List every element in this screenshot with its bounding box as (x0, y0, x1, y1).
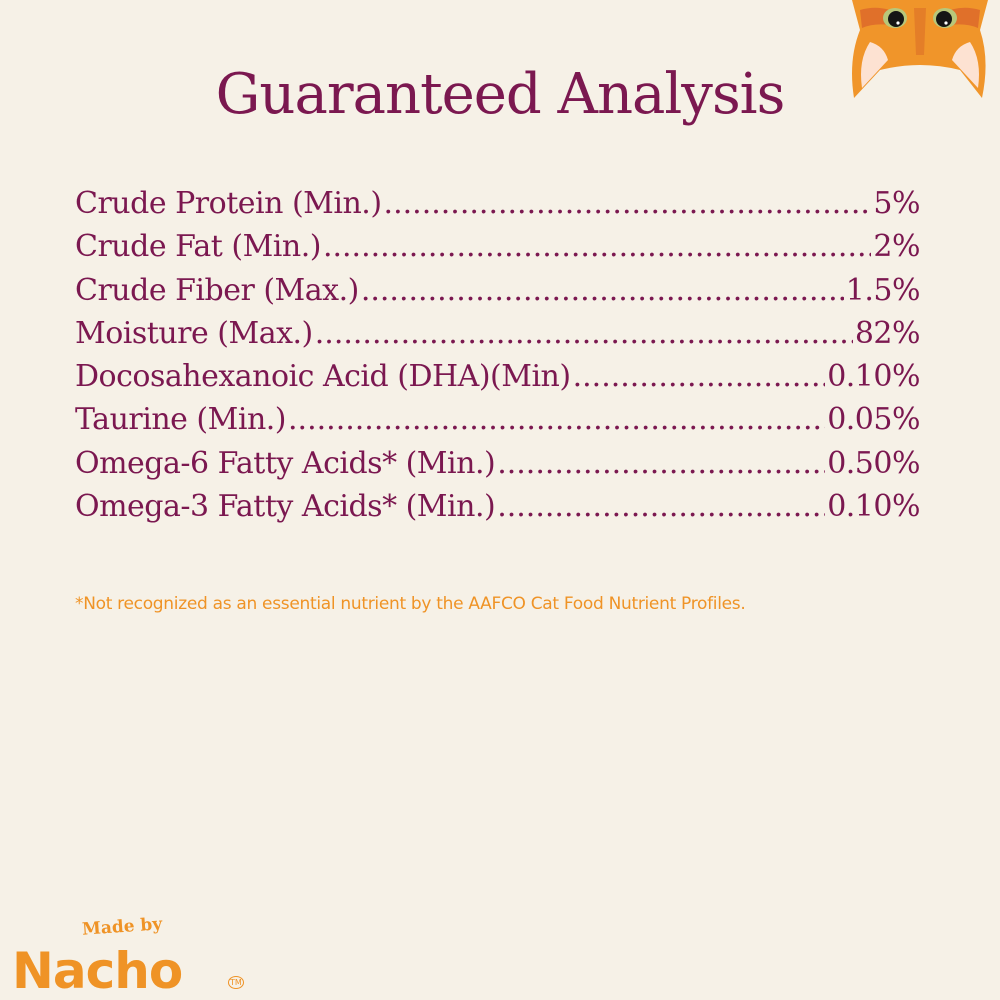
analysis-row: Omega-3 Fatty Acids* (Min.) 0.10% (75, 489, 920, 532)
dot-leader (497, 489, 825, 524)
nutrient-value: 0.50% (827, 445, 920, 481)
dot-leader (288, 402, 825, 437)
analysis-row: Docosahexanoic Acid (DHA)(Min) 0.10% (75, 359, 920, 402)
analysis-row: Crude Fiber (Max.) 1.5% (75, 272, 921, 316)
nutrient-value: 0.05% (827, 402, 920, 438)
nutrient-value: 2% (873, 229, 920, 265)
nutrient-label: Omega-6 Fatty Acids* (Min.) (75, 445, 496, 481)
analysis-row: Omega-6 Fatty Acids* (Min.) 0.50% (75, 446, 920, 489)
analysis-list: Crude Protein (Min.) 5% Crude Fat (Min.) 2… (75, 186, 921, 532)
nutrient-label: Taurine (Min.) (75, 402, 287, 438)
logo-tagline: Made by (81, 914, 163, 940)
page-title: Guaranteed Analysis (215, 62, 786, 127)
dot-leader (361, 273, 844, 308)
nutrient-value: 1.5% (845, 272, 921, 308)
dot-leader (323, 229, 871, 264)
nutrient-label: Omega-3 Fatty Acids* (Min.) (75, 489, 496, 525)
nutrient-label: Crude Fiber (Max.) (75, 272, 359, 308)
nutrient-value: 0.10% (827, 359, 920, 395)
dot-leader (573, 359, 826, 394)
analysis-row: Crude Fat (Min.) 2% (75, 229, 920, 272)
nutrient-value: 0.10% (827, 489, 920, 525)
nutrient-label: Moisture (Max.) (75, 315, 313, 351)
analysis-row: Crude Protein (Min.) 5% (75, 186, 920, 229)
nutrient-value: 82% (854, 315, 921, 351)
trademark-mark: TM (228, 976, 244, 989)
dot-leader (497, 446, 825, 481)
nutrient-value: 5% (873, 186, 920, 221)
dot-leader (384, 186, 872, 221)
nutrient-label: Docosahexanoic Acid (DHA)(Min) (75, 359, 571, 395)
logo-brand: Nacho (12, 942, 183, 1000)
nutrient-label: Crude Fat (Min.) (75, 229, 321, 265)
nutrient-label: Crude Protein (Min.) (75, 186, 382, 221)
analysis-row: Taurine (Min.) 0.05% (75, 402, 920, 445)
analysis-row: Moisture (Max.) 82% (75, 315, 921, 359)
footnote: *Not recognized as an essential nutrient… (75, 594, 746, 614)
dot-leader (315, 316, 853, 351)
cat-face-illustration (852, 0, 988, 98)
